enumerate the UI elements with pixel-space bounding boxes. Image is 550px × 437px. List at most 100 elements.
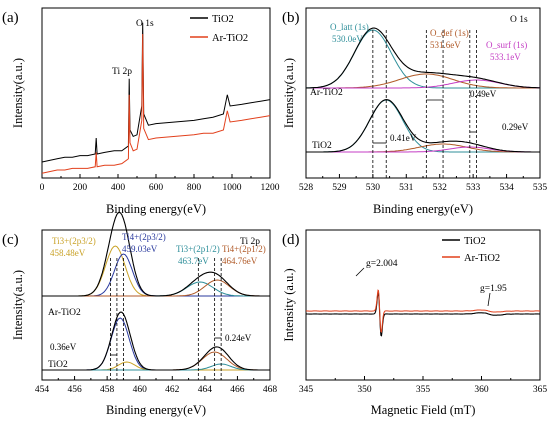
panel-b-xlabel: Binding energy(eV): [373, 202, 473, 216]
o1s-envelope: [306, 27, 540, 89]
ti2p-component: [42, 351, 270, 371]
x-tick-label: 466: [230, 385, 245, 395]
olatt-value: 530.0eV: [332, 34, 363, 44]
sample-label-ar-tio2-b: Ar-TiO2: [310, 88, 343, 98]
legend-label-ar-tio2-d: Ar-TiO2: [464, 253, 500, 264]
ti3-p12-label: Ti3+(2p1/2): [176, 244, 220, 254]
epr-line-tio2: [306, 291, 540, 337]
sample-label-tio2-c: TiO2: [48, 360, 68, 370]
ti3-p32-label: Ti3+(2p3/2): [52, 236, 96, 246]
osurf-value: 533.1eV: [490, 52, 521, 62]
panel-c-ylabel: Intensity(a.u.): [11, 270, 25, 340]
ti2p-envelope: [42, 211, 270, 297]
ti3-p12-value: 463.7eV: [178, 256, 209, 266]
panel-d-label: (d): [282, 232, 300, 248]
x-tick-label: 531: [399, 183, 414, 193]
g-pointer-2004: [355, 267, 365, 277]
panel-b-label: (b): [282, 10, 300, 26]
panel-b-ylabel: Intensity(a.u.): [282, 58, 296, 128]
x-tick-label: 1000: [223, 183, 242, 193]
ti3-p32-value: 458.48eV: [50, 248, 86, 258]
o1s-envelope: [306, 99, 540, 153]
panel-a-legend: TiO2 Ar-TiO2: [190, 14, 248, 44]
legend-label-ar-tio2: Ar-TiO2: [212, 33, 248, 44]
x-tick-label: 456: [67, 385, 82, 395]
x-tick-label: 530: [366, 183, 381, 193]
x-tick-label: 534: [499, 183, 514, 193]
x-tick-label: 458: [100, 385, 115, 395]
x-tick-label: 1200: [261, 183, 280, 193]
panel-d: (d) Intensity (a.u.) Magnetic Field (mT)…: [282, 229, 548, 417]
x-tick-label: 528: [299, 183, 314, 193]
ti4-p32-value: 459.03eV: [122, 244, 158, 254]
shift-label-049: 0.49eV: [470, 89, 497, 99]
panel-d-xlabel: Magnetic Field (mT): [371, 403, 476, 417]
panel-d-ticks: 345 350 355 360 365: [299, 376, 548, 395]
ti2p-component: [42, 281, 270, 297]
legend-label-tio2: TiO2: [212, 14, 234, 25]
survey-line-ar-tio2: [41, 33, 271, 174]
x-tick-label: 533: [466, 183, 481, 193]
g-pointer-195: [487, 292, 491, 307]
x-tick-label: 400: [111, 183, 126, 193]
shift-label-024: 0.24eV: [225, 333, 252, 343]
x-tick-label: 200: [73, 183, 88, 193]
olatt-label: O_latt (1s): [330, 22, 369, 32]
panel-c-corner-label: Ti 2p: [240, 237, 260, 247]
g-label-195: g=1.95: [480, 284, 507, 294]
odef-value: 531.6eV: [430, 40, 461, 50]
x-tick-label: 0: [40, 183, 45, 193]
ti4-p12-value: 464.76eV: [222, 256, 258, 266]
panel-c-xlabel: Binding energy(eV): [106, 403, 206, 417]
sample-label-ar-tio2-c: Ar-TiO2: [48, 308, 81, 318]
ti2p-component: [42, 279, 270, 297]
peak-label-o1s: O 1s: [136, 19, 154, 29]
x-tick-label: 600: [149, 183, 164, 193]
x-tick-label: 365: [533, 385, 548, 395]
x-tick-label: 460: [133, 385, 148, 395]
shift-label-036: 0.36eV: [50, 342, 77, 352]
x-tick-label: 360: [474, 385, 489, 395]
panel-d-legend: TiO2 Ar-TiO2: [442, 236, 500, 264]
x-tick-label: 350: [357, 385, 372, 395]
panel-c-ticks: 454 456 458 460 462 464 466 468: [35, 376, 278, 395]
panel-b-corner-label: O 1s: [510, 15, 528, 25]
x-tick-label: 468: [263, 385, 278, 395]
x-tick-label: 464: [198, 385, 213, 395]
x-tick-label: 800: [187, 183, 202, 193]
panel-a-series: [41, 22, 271, 174]
shift-label-029: 0.29eV: [502, 122, 529, 132]
panel-c-label: (c): [2, 232, 19, 248]
odef-label: O_def (1s): [430, 28, 469, 38]
o1s-component: [306, 73, 540, 89]
shift-label-041: 0.41eV: [390, 133, 417, 143]
x-tick-label: 529: [332, 183, 347, 193]
panel-a-ylabel: Intensity(a.u.): [11, 58, 25, 128]
survey-line-tio2: [41, 22, 271, 163]
panel-c: (c) Ti 2p Intensity(a.u.) Binding energy…: [2, 211, 278, 417]
panel-c-curves: [42, 211, 270, 380]
g-label-2004: g=2.004: [366, 259, 398, 269]
panel-d-frame: [305, 229, 541, 381]
x-tick-label: 462: [165, 385, 180, 395]
ti2p-component: [42, 363, 270, 371]
ti2p-envelope: [42, 311, 270, 371]
legend-label-tio2-d: TiO2: [464, 236, 486, 247]
x-tick-label: 454: [35, 385, 50, 395]
panel-a-xlabel: Binding energy(eV): [106, 202, 206, 216]
epr-line-ar-tio2: [306, 289, 540, 333]
panel-d-ylabel: Intensity (a.u.): [282, 268, 296, 341]
peak-label-ti2p: Ti 2p: [112, 67, 132, 77]
panel-a: (a) Intensity(a.u.) Binding energy(eV) 0…: [2, 7, 280, 216]
x-tick-label: 355: [416, 385, 431, 395]
x-tick-label: 345: [299, 385, 314, 395]
ti4-p32-label: Ti4+(2p3/2): [122, 232, 166, 242]
sample-label-tio2-b: TiO2: [312, 141, 332, 151]
panel-a-ticks: 0 200 400 600 800 1000 1200: [40, 174, 280, 193]
panel-b-curves: [306, 27, 540, 178]
panel-a-label: (a): [2, 10, 19, 26]
panel-b-ticks: 528 529 530 531 532 533 534 535: [299, 174, 548, 193]
x-tick-label: 535: [533, 183, 548, 193]
osurf-label: O_surf (1s): [486, 40, 527, 50]
